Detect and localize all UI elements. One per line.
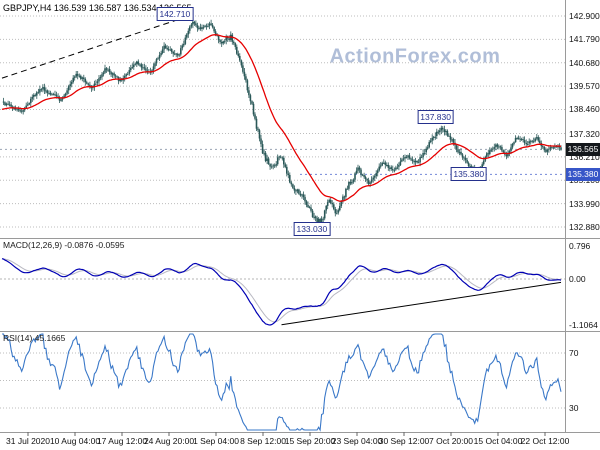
date-axis-label: 23 Sep 04:00 [331, 436, 383, 446]
date-axis-label: 15 Sep 20:00 [284, 436, 336, 446]
price-axis-label: 132.880 [568, 222, 600, 232]
macd-indicator-label: MACD(12,26,9) -0.0876 -0.0595 [3, 240, 125, 250]
price-axis-label: 140.680 [568, 57, 600, 68]
price-trendline [1, 14, 193, 79]
price-axis-label: 136.210 [568, 151, 600, 162]
price-axis-label: 142.900 [568, 11, 600, 21]
macd-axis-max-label: 0.796 [568, 240, 592, 251]
price-axis-label: 139.570 [568, 81, 600, 92]
date-axis-label: 7 Oct 20:00 [429, 436, 473, 446]
rsi-indicator-label: RSI(14) 45.1665 [3, 333, 66, 343]
candles [2, 19, 562, 227]
date-axis-label: 8 Sep 12:00 [240, 436, 286, 446]
rsi-axis-label: 30 [568, 403, 580, 413]
macd-trendline [281, 281, 562, 326]
macd-axis-zero-label: 0.00 [568, 274, 587, 284]
date-axis-label: 10 Aug 04:00 [49, 436, 101, 446]
date-axis-label: 30 Sep 12:00 [378, 436, 430, 446]
rsi-axis-label: 70 [568, 348, 580, 358]
price-annotation: 133.030 [293, 221, 331, 236]
date-axis-label: 17 Aug 12:00 [96, 436, 148, 446]
date-axis-label: 24 Aug 20:00 [143, 436, 195, 446]
macd-signal-line [1, 258, 562, 323]
price-axis-badge: 135.380 [566, 167, 600, 181]
price-axis-label: 138.460 [568, 104, 600, 115]
price-axis-label: 137.320 [568, 128, 600, 139]
macd-axis-min-label: -1.1064 [568, 319, 599, 330]
ma-line [1, 34, 562, 202]
price-axis-badge: 136.565 [566, 142, 600, 156]
date-axis-label: 31 Jul 2020 [6, 436, 50, 446]
price-axis-label: 141.790 [568, 34, 600, 45]
price-axis-label: 133.990 [568, 198, 600, 209]
price-annotation: 135.380 [450, 167, 488, 182]
macd-main-line [1, 258, 562, 326]
date-axis-label: 1 Sep 04:00 [193, 436, 239, 446]
watermark: ActionForex.com [329, 45, 501, 68]
price-annotation: 137.830 [417, 109, 454, 124]
price-annotation: 142.710 [156, 7, 194, 21]
rsi-line [2, 333, 562, 432]
date-axis-label: 22 Oct 12:00 [520, 436, 570, 446]
symbol-ohlc-label: GBPJPY,H4 136.539 136.587 136.534 136.56… [3, 3, 192, 13]
date-axis-label: 15 Oct 04:00 [473, 436, 523, 446]
